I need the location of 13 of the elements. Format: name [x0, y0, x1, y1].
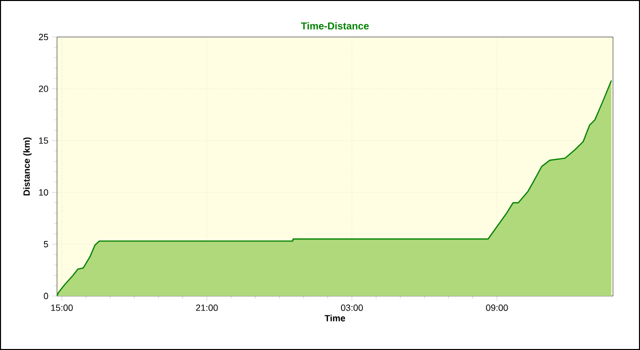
y-tick-label: 0 — [44, 292, 48, 300]
y-tick-label: 10 — [39, 189, 48, 196]
y-tick-label: 25 — [38, 34, 48, 40]
x-tick-label: 09:00 — [486, 304, 508, 311]
y-axis-title: Distance (km) — [23, 137, 32, 196]
y-tick-label: 20 — [38, 86, 48, 92]
y-tick-label: 15 — [39, 137, 48, 144]
chart-title: Time-Distance — [301, 22, 369, 30]
x-tick-label: 21:00 — [196, 304, 218, 311]
y-tick-label: 5 — [44, 241, 48, 248]
x-axis-title: Time — [324, 314, 346, 322]
x-tick-label: 15:00 — [51, 304, 73, 311]
x-tick-label: 03:00 — [341, 304, 363, 311]
